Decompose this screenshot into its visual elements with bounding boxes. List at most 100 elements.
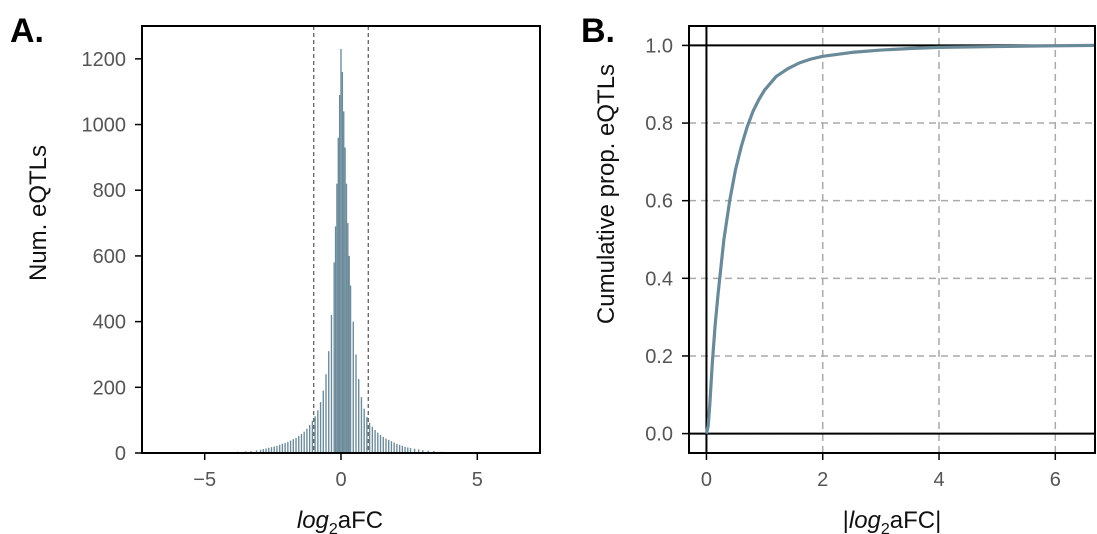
- y-tick-label: 0.8: [645, 113, 673, 135]
- panel-label-b: B.: [581, 12, 615, 50]
- histogram-bar: [345, 183, 348, 453]
- x-tick-label: 2: [817, 469, 828, 491]
- x-tick-label: 4: [933, 469, 944, 491]
- histogram-bar: [348, 255, 350, 453]
- histogram-bar: [287, 441, 289, 453]
- histogram-bar: [422, 450, 424, 453]
- histogram-bar: [255, 450, 258, 453]
- x-tick-label: 6: [1050, 469, 1061, 491]
- histogram-bar: [300, 433, 303, 453]
- y-axis-ticks: 0 200 400 600 800 1000 1200: [82, 49, 142, 465]
- histogram-bar: [328, 351, 330, 453]
- histogram-bar: [289, 440, 292, 453]
- y-tick-label: 0.6: [645, 191, 673, 213]
- histogram-bar: [418, 449, 420, 453]
- x-axis-label-prefix: |: [843, 507, 849, 534]
- histogram-bar: [377, 432, 379, 453]
- histogram-bar: [413, 448, 416, 453]
- histogram-bar: [338, 94, 341, 453]
- x-tick-label: 0: [701, 469, 712, 491]
- grid-lines: [689, 26, 1096, 453]
- histogram-bar: [278, 444, 281, 453]
- x-axis-label-sub: 2: [329, 521, 338, 534]
- y-tick-label: 1.0: [645, 35, 673, 57]
- histogram-bar: [393, 442, 395, 453]
- x-axis-label-rest: aFC: [338, 507, 383, 534]
- histogram-bar: [382, 436, 384, 453]
- histogram-bar: [366, 416, 368, 453]
- histogram-bar: [303, 431, 305, 453]
- histogram-bar: [334, 226, 337, 453]
- histogram-bar: [298, 435, 300, 453]
- cdf-panel: B. 0 2 4 6 0.0 0.2 0.4 0.6 0.8 1.0 Cumulative pr…: [581, 12, 1097, 534]
- y-tick-label: 1200: [82, 49, 127, 71]
- histogram-bar: [385, 438, 387, 453]
- histogram-bar: [355, 354, 357, 453]
- histogram-bar: [404, 446, 406, 453]
- x-axis-ticks: 0 2 4 6: [701, 453, 1061, 491]
- histogram-bar: [259, 449, 262, 453]
- x-axis-label-log: log: [849, 507, 882, 534]
- histogram-bar: [308, 425, 311, 453]
- histogram-bar: [398, 444, 401, 453]
- histogram-bar: [347, 223, 349, 453]
- histogram-bar: [337, 137, 339, 453]
- y-tick-label: 0.0: [645, 424, 673, 446]
- histogram-bar: [322, 390, 324, 453]
- y-tick-label: 200: [93, 377, 126, 399]
- histogram-bar: [343, 111, 345, 454]
- histogram-bar: [368, 422, 371, 453]
- y-tick-label: 800: [93, 180, 126, 202]
- histogram-bar: [276, 445, 278, 453]
- histogram-bar: [379, 434, 382, 453]
- x-axis-label-log: log: [297, 507, 330, 534]
- histogram-bar: [341, 71, 344, 453]
- histogram-bar: [330, 315, 333, 453]
- histogram-bar: [270, 447, 273, 453]
- x-tick-label: 5: [472, 469, 483, 491]
- x-tick-label: −5: [193, 469, 216, 491]
- histogram-bar: [390, 441, 393, 453]
- histogram-bar: [344, 147, 346, 453]
- plot-frame: [688, 25, 1096, 454]
- histogram-bar: [363, 408, 365, 453]
- y-tick-label: 0.2: [645, 346, 673, 368]
- cdf-line: [704, 43, 1097, 434]
- histogram-bar: [268, 447, 270, 453]
- histogram-bar: [388, 439, 390, 453]
- histogram-bar: [325, 374, 327, 453]
- y-axis-label: Num. eQTLs: [25, 145, 52, 281]
- y-tick-label: 400: [93, 312, 126, 334]
- histogram-bar: [311, 420, 314, 453]
- x-axis-label: log2aFC: [297, 507, 383, 534]
- histogram-bar: [292, 439, 294, 453]
- histogram-bar: [333, 262, 335, 453]
- histogram-bar: [284, 442, 286, 453]
- histogram-bar: [317, 410, 319, 453]
- y-axis-ticks: 0.0 0.2 0.4 0.6 0.8 1.0: [645, 35, 689, 446]
- panel-label-a: A.: [10, 12, 44, 50]
- y-tick-label: 0: [115, 443, 126, 465]
- histogram-bar: [349, 285, 352, 453]
- histogram-bar: [314, 416, 316, 453]
- x-axis-label: |log2aFC|: [843, 507, 942, 534]
- y-axis-label: Cumulative prop. eQTLs: [593, 64, 620, 324]
- x-axis-label-rest: aFC|: [890, 507, 942, 534]
- histogram-bar: [360, 397, 363, 453]
- histogram-bar: [427, 450, 429, 453]
- histogram-bar: [374, 430, 376, 453]
- y-tick-label: 1000: [82, 115, 127, 137]
- x-tick-label: 0: [335, 469, 346, 491]
- histogram-bar: [273, 446, 275, 453]
- x-axis-ticks: −5 0 5: [193, 453, 483, 491]
- histogram-bar: [281, 443, 284, 453]
- histogram-bar: [265, 448, 267, 453]
- histogram-bar: [306, 428, 308, 453]
- histogram-bar: [358, 379, 360, 453]
- reference-lines: [313, 26, 369, 453]
- histogram-bar: [352, 321, 354, 453]
- histogram-bar: [336, 183, 338, 453]
- histogram-bar: [396, 443, 398, 453]
- reference-lines: [689, 26, 1096, 453]
- histogram-bar: [319, 402, 322, 453]
